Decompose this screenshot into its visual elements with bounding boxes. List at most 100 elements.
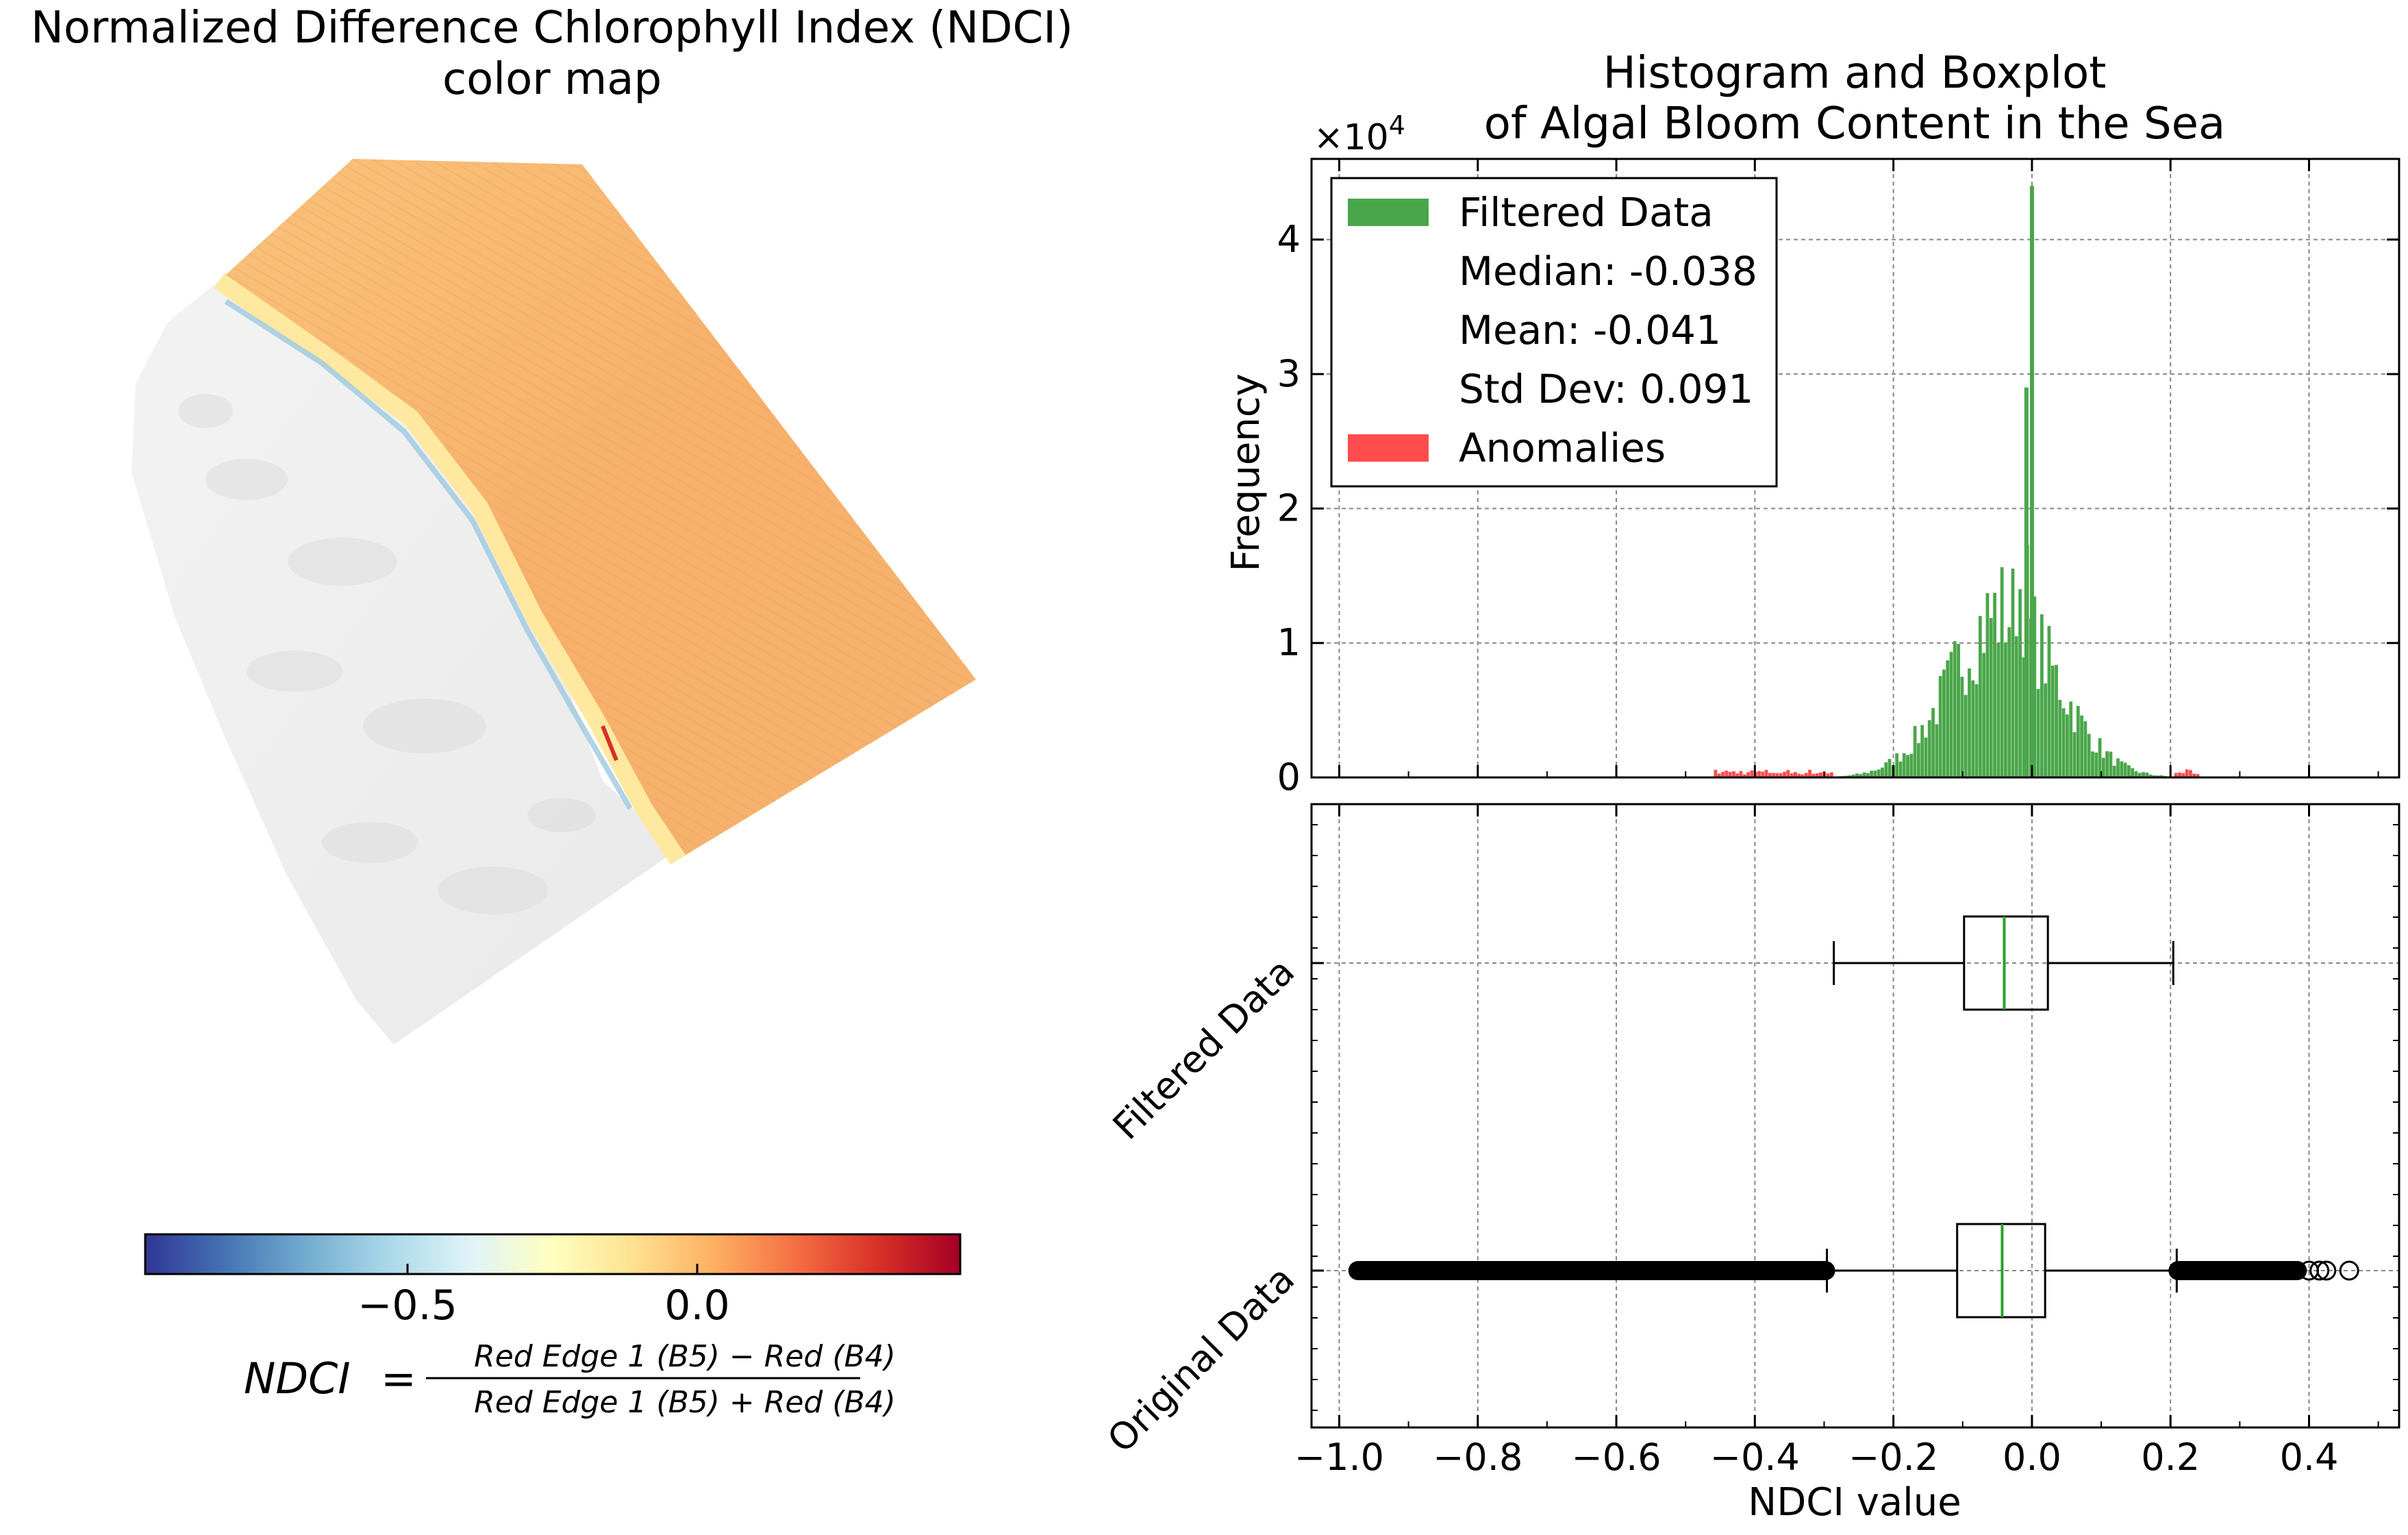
histogram-bar-filtered <box>2087 734 2091 777</box>
histogram-bar-filtered <box>1898 761 1903 777</box>
histogram-bar-filtered <box>2022 657 2026 777</box>
histogram-bar-filtered <box>2109 751 2113 777</box>
boxplot-panel: −1.0 −0.8 −0.6 −0.4 −0.2 0.0 0.2 0.4 Original Da… <box>1099 803 2400 1525</box>
histogram-bar-filtered <box>2083 721 2087 777</box>
histogram-bar-filtered <box>2076 706 2080 777</box>
histogram-bar-anomaly <box>1768 773 1772 777</box>
y-axis-label: Frequency <box>1224 373 1268 571</box>
x-tick-label: −0.4 <box>1710 1436 1800 1479</box>
histogram-bar-filtered <box>2011 569 2015 777</box>
histogram-bar-filtered <box>1906 755 1909 777</box>
histogram-bar-filtered <box>2014 636 2018 777</box>
formula-equals: = <box>381 1353 416 1403</box>
histogram-bar-anomaly <box>1808 769 1811 777</box>
histogram-bar-filtered <box>1989 618 1993 777</box>
histogram-frame <box>1310 158 2400 779</box>
chart-title-line1: Histogram and Boxplot <box>1603 48 2107 99</box>
histogram-bar-anomaly <box>1779 773 1783 777</box>
histogram-bar-anomaly <box>1764 769 1768 777</box>
histogram-bar-filtered <box>1974 684 1979 777</box>
histogram-bar-filtered <box>1877 769 1881 777</box>
histogram-bar-filtered <box>1971 680 1975 777</box>
formula-denominator: Red Edge 1 (B5) + Red (B4) <box>474 1385 896 1420</box>
histogram-bar-filtered <box>2007 627 2011 777</box>
histogram-bar-filtered <box>1938 676 1942 777</box>
histogram-bar-filtered <box>2116 758 2120 777</box>
colorbar-tick-label: 0.0 <box>664 1282 729 1330</box>
histogram-bar-anomaly <box>1786 770 1790 777</box>
legend-mean: Mean: -0.041 <box>1459 307 1721 353</box>
histogram-bar-anomaly <box>1794 772 1797 777</box>
histogram-bar-anomaly <box>2178 772 2181 777</box>
histogram-bar-filtered <box>1920 725 1924 777</box>
histogram-bar-filtered <box>1909 753 1914 777</box>
y-tick-label: 3 <box>1277 352 1301 395</box>
category-label: Filtered Data <box>1105 950 1303 1148</box>
histogram-peak-bar <box>2024 387 2029 777</box>
ndci-map-panel: Normalized Difference Chlorophyll Index … <box>31 3 1073 1420</box>
histogram-bar-filtered <box>2148 774 2153 777</box>
iqr-box <box>1963 915 2049 1011</box>
histogram-bar-filtered <box>2137 773 2142 777</box>
outliers-high <box>2168 1261 2307 1280</box>
legend-anomalies-label: Anomalies <box>1459 425 1666 471</box>
histogram-bar-filtered <box>2058 699 2062 777</box>
histogram-bar-anomaly <box>1750 770 1754 777</box>
histogram-bar-filtered <box>2091 751 2094 777</box>
histogram-bar-filtered <box>2050 665 2055 777</box>
histogram-panel: Histogram and Boxplot of Algal Bloom Con… <box>1224 48 2400 799</box>
histogram-bar-filtered <box>2036 688 2040 777</box>
y-multiplier: ×104 <box>1314 110 1405 158</box>
histogram-bar-filtered <box>1924 737 1928 777</box>
histogram-bar-filtered <box>2142 772 2145 777</box>
histogram-bar-filtered <box>1870 771 1873 777</box>
histogram-bar-filtered <box>1949 651 1953 777</box>
histogram-bars <box>1714 186 2200 777</box>
histogram-bar-filtered <box>2153 775 2156 777</box>
chart-title-line2: of Algal Bloom Content in the Sea <box>1484 99 2225 149</box>
histogram-bar-filtered <box>2123 762 2127 777</box>
histogram-bar-anomaly <box>1783 771 1786 777</box>
histogram-bar-filtered <box>1996 642 2001 777</box>
histogram-bar-anomaly <box>2174 773 2178 777</box>
histogram-bar-filtered <box>1935 724 1939 777</box>
formula-numerator: Red Edge 1 (B5) − Red (B4) <box>474 1339 896 1374</box>
histogram-peak-bar <box>2029 186 2034 777</box>
histogram-bar-filtered <box>2112 765 2116 777</box>
boxplot-grid <box>1312 804 2399 1427</box>
histogram-bar-filtered <box>1985 592 1990 777</box>
histogram-bar-anomaly <box>2192 773 2196 777</box>
histogram-bar-filtered <box>2127 765 2131 777</box>
histogram-bar-filtered <box>2033 596 2037 777</box>
histogram-bar-filtered <box>1887 758 1892 777</box>
histogram-bar-anomaly <box>1757 771 1761 777</box>
histogram-bar-anomaly <box>1772 773 1776 777</box>
histogram-bar-filtered <box>2101 758 2105 777</box>
histogram-bar-anomaly <box>1721 771 1725 777</box>
x-tick-label: −0.6 <box>1571 1436 1661 1479</box>
histogram-bar-filtered <box>1881 767 1884 777</box>
histogram-bar-anomaly <box>2196 774 2200 777</box>
histogram-bar-filtered <box>2055 664 2058 777</box>
histogram-bar-filtered <box>2105 751 2109 777</box>
histogram-bar-filtered <box>2044 683 2048 777</box>
histogram-bar-filtered <box>1873 771 1877 777</box>
histogram-bar-filtered <box>1913 725 1917 777</box>
histogram-ticks: 0 1 2 3 4 <box>1277 159 2399 799</box>
histogram-bar-filtered <box>1946 660 1950 777</box>
histogram-bar-filtered <box>1859 774 1863 777</box>
legend-swatch-anomalies <box>1348 434 1429 462</box>
boxplot-ticks: −1.0 −0.8 −0.6 −0.4 −0.2 0.0 0.2 0.4 Original Da… <box>1099 804 2399 1479</box>
legend-swatch-filtered <box>1348 199 1429 226</box>
histogram-bar-filtered <box>1942 669 1946 777</box>
legend-std: Std Dev: 0.091 <box>1459 366 1753 412</box>
histogram-bar-filtered <box>1953 641 1957 777</box>
histogram-bar-anomaly <box>1761 771 1765 777</box>
histogram-bar-filtered <box>2080 715 2083 777</box>
histogram-bar-anomaly <box>1735 773 1740 777</box>
ndci-formula: NDCI = Red Edge 1 (B5) − Red (B4) Red Ed… <box>244 1339 896 1420</box>
histogram-bar-filtered <box>2134 771 2138 777</box>
histogram-bar-anomaly <box>1742 774 1746 777</box>
histogram-bar-filtered <box>2047 625 2051 777</box>
histogram-bar-anomaly <box>1728 771 1732 777</box>
